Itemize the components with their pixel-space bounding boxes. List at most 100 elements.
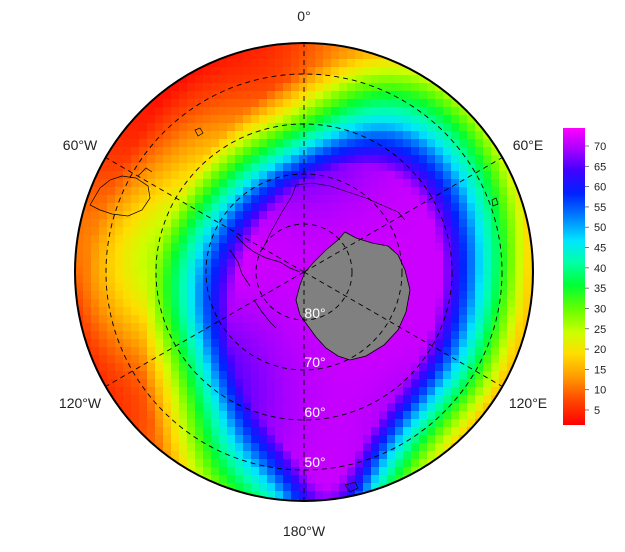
- field-cell: [187, 219, 196, 228]
- field-cell: [227, 387, 236, 396]
- field-cell: [459, 203, 468, 212]
- field-cell: [219, 291, 228, 300]
- field-cell: [307, 155, 316, 164]
- field-cell: [443, 163, 452, 172]
- field-cell: [187, 403, 196, 412]
- field-cell: [187, 195, 196, 204]
- field-cell: [371, 219, 380, 228]
- field-cell: [443, 187, 452, 196]
- field-cell: [291, 51, 300, 60]
- field-cell: [123, 139, 132, 148]
- field-cell: [475, 395, 484, 404]
- field-cell: [259, 219, 268, 228]
- field-cell: [259, 91, 268, 100]
- field-cell: [331, 227, 340, 236]
- field-cell: [275, 67, 284, 76]
- field-cell: [451, 323, 460, 332]
- field-cell: [419, 347, 428, 356]
- field-cell: [491, 299, 500, 308]
- field-cell: [371, 379, 380, 388]
- field-cell: [315, 203, 324, 212]
- field-cell: [75, 267, 84, 276]
- field-cell: [467, 131, 476, 140]
- field-cell: [195, 195, 204, 204]
- field-cell: [179, 123, 188, 132]
- field-cell: [427, 211, 436, 220]
- field-cell: [171, 259, 180, 268]
- field-cell: [443, 443, 452, 452]
- field-cell: [259, 259, 268, 268]
- field-cell: [115, 227, 124, 236]
- field-cell: [235, 179, 244, 188]
- field-cell: [331, 179, 340, 188]
- field-cell: [347, 115, 356, 124]
- field-cell: [251, 59, 260, 68]
- field-cell: [371, 187, 380, 196]
- field-cell: [203, 147, 212, 156]
- field-cell: [315, 131, 324, 140]
- field-cell: [283, 243, 292, 252]
- field-cell: [435, 323, 444, 332]
- field-cell: [347, 467, 356, 476]
- field-cell: [307, 467, 316, 476]
- field-cell: [195, 171, 204, 180]
- field-cell: [283, 459, 292, 468]
- field-cell: [379, 371, 388, 380]
- field-cell: [115, 331, 124, 340]
- field-cell: [379, 107, 388, 116]
- field-cell: [371, 83, 380, 92]
- field-cell: [147, 179, 156, 188]
- field-cell: [179, 355, 188, 364]
- field-cell: [155, 155, 164, 164]
- field-cell: [355, 435, 364, 444]
- field-cell: [395, 75, 404, 84]
- field-cell: [427, 379, 436, 388]
- field-cell: [147, 115, 156, 124]
- field-cell: [331, 435, 340, 444]
- field-cell: [259, 155, 268, 164]
- field-cell: [395, 355, 404, 364]
- field-cell: [419, 83, 428, 92]
- field-cell: [267, 363, 276, 372]
- field-cell: [371, 155, 380, 164]
- field-cell: [107, 299, 116, 308]
- field-cell: [507, 187, 516, 196]
- field-cell: [483, 251, 492, 260]
- field-cell: [499, 203, 508, 212]
- field-cell: [403, 435, 412, 444]
- field-cell: [307, 403, 316, 412]
- field-cell: [451, 419, 460, 428]
- field-cell: [243, 139, 252, 148]
- field-cell: [411, 403, 420, 412]
- field-cell: [467, 219, 476, 228]
- field-cell: [211, 467, 220, 476]
- field-cell: [195, 355, 204, 364]
- field-cell: [243, 355, 252, 364]
- antarctic-peninsula-outline: [229, 235, 301, 329]
- field-cell: [331, 91, 340, 100]
- field-cell: [275, 459, 284, 468]
- field-cell: [211, 355, 220, 364]
- field-cell: [259, 123, 268, 132]
- field-cell: [83, 299, 92, 308]
- field-cell: [363, 115, 372, 124]
- field-cell: [419, 107, 428, 116]
- field-cell: [139, 299, 148, 308]
- field-cell: [339, 155, 348, 164]
- field-cell: [347, 403, 356, 412]
- field-cell: [243, 363, 252, 372]
- field-cell: [187, 139, 196, 148]
- field-cell: [323, 459, 332, 468]
- field-cell: [339, 395, 348, 404]
- field-cell: [443, 403, 452, 412]
- field-cell: [275, 195, 284, 204]
- field-cell: [355, 363, 364, 372]
- field-cell: [459, 123, 468, 132]
- field-cell: [299, 347, 308, 356]
- field-cell: [427, 411, 436, 420]
- field-cell: [107, 323, 116, 332]
- field-cell: [203, 195, 212, 204]
- field-cell: [451, 251, 460, 260]
- field-cell: [99, 235, 108, 244]
- field-cell: [251, 235, 260, 244]
